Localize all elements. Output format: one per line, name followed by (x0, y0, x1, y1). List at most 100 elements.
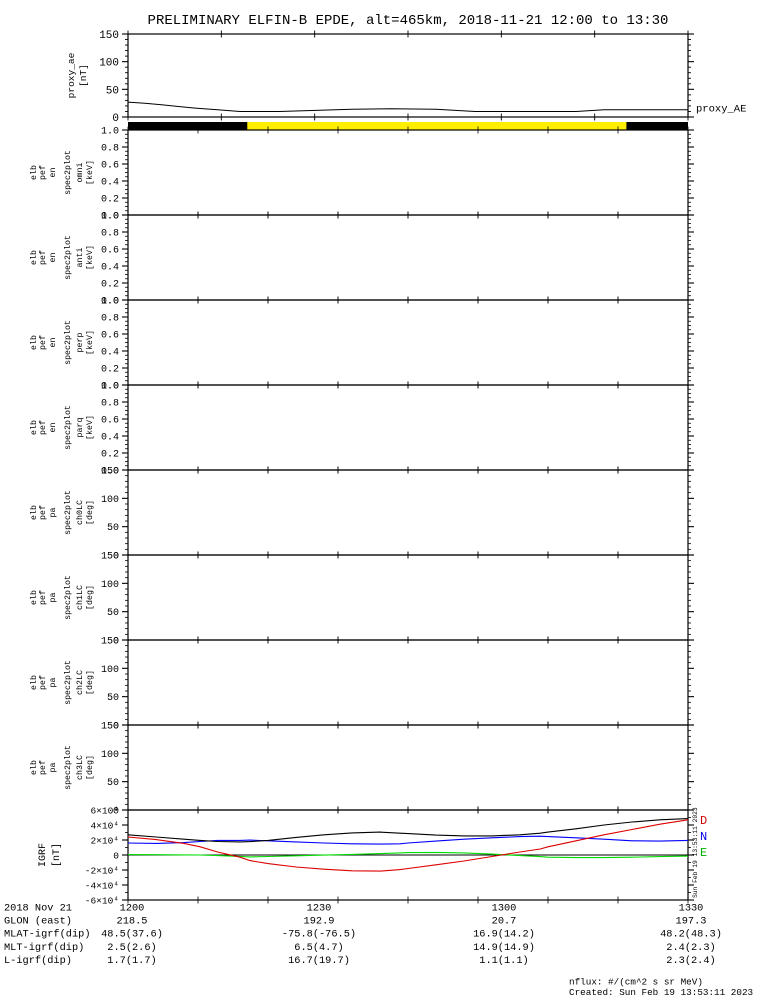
svg-text:pef: pef (38, 250, 48, 265)
svg-text:0.2: 0.2 (101, 365, 119, 376)
svg-text:16.9(14.2): 16.9(14.2) (473, 929, 535, 941)
svg-text:en: en (49, 338, 58, 348)
svg-text:1.0: 1.0 (101, 297, 119, 308)
svg-text:2×10⁴: 2×10⁴ (90, 836, 119, 847)
svg-text:100: 100 (99, 58, 119, 70)
svg-text:elb: elb (29, 250, 39, 265)
svg-text:D: D (700, 814, 707, 828)
svg-text:pa: pa (49, 593, 58, 603)
svg-text:[nT]: [nT] (51, 843, 63, 867)
svg-text:48.2(48.3): 48.2(48.3) (660, 929, 722, 941)
svg-text:1200: 1200 (120, 903, 145, 915)
svg-text:pef: pef (38, 420, 48, 435)
svg-text:0.6: 0.6 (101, 331, 119, 342)
svg-text:150: 150 (101, 467, 119, 478)
svg-text:50: 50 (107, 778, 119, 789)
svg-text:100: 100 (101, 580, 119, 591)
svg-text:PRELIMINARY ELFIN-B EPDE, alt=: PRELIMINARY ELFIN-B EPDE, alt=465km, 201… (148, 13, 669, 29)
svg-text:0.4: 0.4 (101, 348, 119, 359)
svg-text:0.2: 0.2 (101, 280, 119, 291)
svg-text:elb: elb (29, 335, 39, 350)
svg-text:spec2plot: spec2plot (63, 235, 73, 280)
svg-text:en: en (49, 253, 58, 263)
svg-text:spec2plot: spec2plot (63, 320, 73, 365)
svg-text:[deg]: [deg] (85, 755, 95, 780)
svg-text:pef: pef (38, 675, 48, 690)
svg-text:0.4: 0.4 (101, 178, 119, 189)
svg-text:[keV]: [keV] (85, 160, 95, 185)
svg-text:0.4: 0.4 (101, 263, 119, 274)
svg-text:1300: 1300 (492, 903, 517, 915)
svg-text:[deg]: [deg] (85, 500, 95, 525)
svg-text:elb: elb (29, 420, 39, 435)
svg-text:ch3LC: ch3LC (75, 755, 85, 780)
svg-text:0.6: 0.6 (101, 416, 119, 427)
svg-text:pa: pa (49, 508, 58, 518)
svg-text:elb: elb (29, 505, 39, 520)
svg-text:16.7(19.7): 16.7(19.7) (288, 955, 350, 967)
svg-text:0.4: 0.4 (101, 433, 119, 444)
svg-text:spec2plot: spec2plot (63, 405, 73, 450)
svg-text:ch0LC: ch0LC (75, 500, 85, 525)
svg-text:0.8: 0.8 (101, 399, 119, 410)
svg-text:1.0: 1.0 (101, 212, 119, 223)
svg-text:elb: elb (29, 590, 39, 605)
svg-text:spec2plot: spec2plot (63, 575, 73, 620)
svg-text:en: en (49, 168, 58, 178)
svg-text:0.2: 0.2 (101, 450, 119, 461)
svg-text:0: 0 (112, 113, 119, 125)
svg-text:[nT]: [nT] (78, 64, 89, 87)
svg-text:pef: pef (38, 505, 48, 520)
svg-text:[keV]: [keV] (85, 245, 95, 270)
svg-text:elb: elb (29, 760, 39, 775)
svg-text:-4×10⁴: -4×10⁴ (85, 881, 119, 892)
svg-text:[deg]: [deg] (85, 670, 95, 695)
svg-text:pa: pa (49, 763, 58, 773)
svg-text:-2×10⁴: -2×10⁴ (85, 866, 119, 877)
svg-text:Created: Sun Feb 19 13:53:11 2: Created: Sun Feb 19 13:53:11 2023 (569, 987, 753, 998)
svg-text:[deg]: [deg] (85, 585, 95, 610)
svg-text:6.5(4.7): 6.5(4.7) (294, 942, 343, 954)
svg-text:perp: perp (76, 333, 85, 353)
svg-text:pef: pef (38, 335, 48, 350)
svg-text:spec2plot: spec2plot (63, 745, 73, 790)
svg-text:proxy_AE: proxy_AE (696, 104, 746, 116)
svg-text:IGRF: IGRF (38, 843, 49, 867)
svg-text:en: en (49, 423, 58, 433)
svg-text:50: 50 (107, 608, 119, 619)
svg-text:2.3(2.4): 2.3(2.4) (666, 955, 715, 967)
svg-text:6×10⁴: 6×10⁴ (90, 806, 119, 817)
svg-text:parq: parq (76, 418, 85, 438)
svg-text:anti: anti (75, 248, 85, 268)
svg-text:1.0: 1.0 (101, 127, 119, 138)
svg-text:150: 150 (99, 30, 119, 42)
svg-text:GLON (east): GLON (east) (4, 916, 72, 928)
svg-text:100: 100 (101, 665, 119, 676)
svg-text:pa: pa (49, 678, 58, 688)
svg-text:150: 150 (101, 552, 119, 563)
svg-text:2.4(2.3): 2.4(2.3) (666, 942, 715, 954)
svg-text:-75.8(-76.5): -75.8(-76.5) (282, 929, 356, 941)
svg-text:0.6: 0.6 (101, 246, 119, 257)
svg-text:elb: elb (29, 675, 39, 690)
svg-text:spec2plot: spec2plot (63, 150, 73, 195)
svg-text:1230: 1230 (307, 903, 332, 915)
svg-text:48.5(37.6): 48.5(37.6) (101, 929, 163, 941)
svg-text:[keV]: [keV] (85, 415, 95, 440)
svg-text:4×10⁴: 4×10⁴ (90, 821, 119, 832)
svg-text:192.9: 192.9 (304, 916, 335, 928)
svg-text:100: 100 (101, 495, 119, 506)
svg-text:pef: pef (38, 760, 48, 775)
svg-text:E: E (700, 846, 707, 860)
svg-text:150: 150 (101, 637, 119, 648)
svg-text:197.3: 197.3 (676, 916, 707, 928)
svg-text:1.0: 1.0 (101, 382, 119, 393)
svg-text:50: 50 (106, 85, 119, 97)
svg-text:1.7(1.7): 1.7(1.7) (107, 955, 156, 967)
svg-text:50: 50 (107, 693, 119, 704)
svg-text:0.8: 0.8 (101, 314, 119, 325)
svg-text:pef: pef (38, 165, 48, 180)
svg-text:100: 100 (101, 750, 119, 761)
svg-text:0.8: 0.8 (101, 144, 119, 155)
svg-text:150: 150 (101, 722, 119, 733)
